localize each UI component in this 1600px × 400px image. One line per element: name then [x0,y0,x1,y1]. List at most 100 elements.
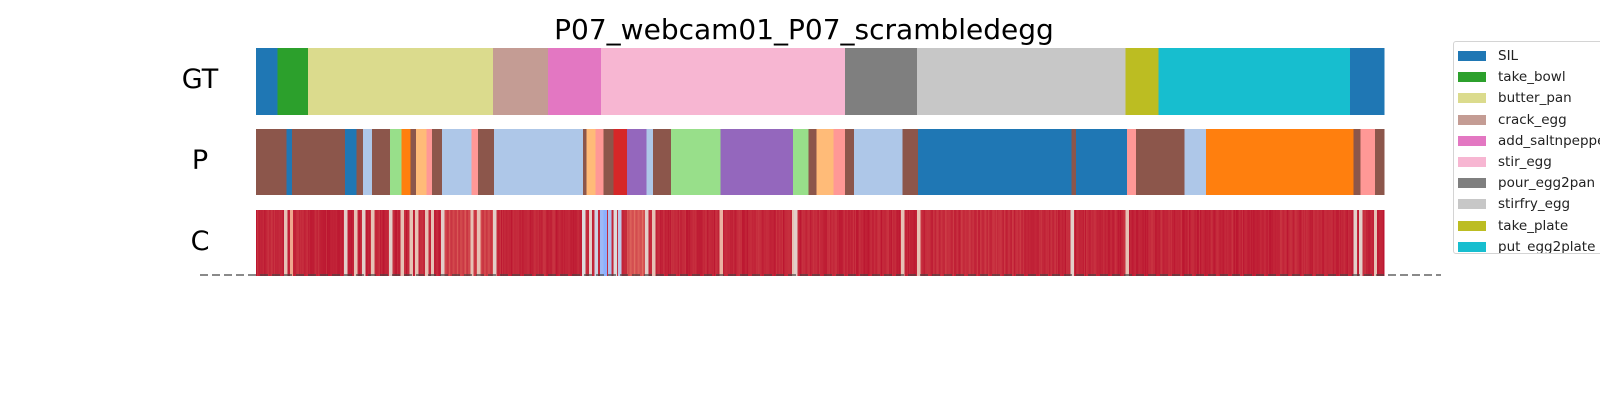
confidence-cell [305,210,308,276]
confidence-cell [836,210,839,276]
confidence-cell [337,210,339,276]
confidence-cell [845,210,848,276]
confidence-cell [473,210,476,276]
confidence-cell [438,210,441,276]
confidence-cell [1026,210,1028,276]
confidence-cell [1218,210,1220,276]
gt-segment-add_saltnpepper [548,48,602,115]
confidence-cell [1351,210,1353,276]
confidence-cell [858,210,860,276]
confidence-cell [898,210,901,276]
confidence-cell [671,210,673,276]
confidence-cell [387,210,390,276]
confidence-cell [1204,210,1207,276]
confidence-cell [922,210,925,276]
confidence-cell [1006,210,1008,276]
prediction-segment [431,129,443,195]
confidence-cell [1001,210,1004,276]
confidence-cell [1152,210,1155,276]
confidence-cell [1080,210,1082,276]
legend-item: take_plate [1458,216,1568,236]
confidence-cell [415,210,417,276]
confidence-cell [576,210,578,276]
confidence-cell [706,210,708,276]
confidence-cell [770,210,772,276]
confidence-cell [1341,210,1343,276]
confidence-cell [416,210,418,276]
confidence-cell [870,210,873,276]
prediction-segment [442,129,472,195]
confidence-cell [929,210,931,276]
prediction-segment [426,129,433,195]
confidence-cell [806,210,808,276]
confidence-cell [507,210,509,276]
confidence-cell [597,210,600,276]
confidence-cell [1206,210,1209,276]
confidence-cell [433,210,435,276]
confidence-cell [422,210,425,276]
confidence-cell [1077,210,1079,276]
confidence-cell [777,210,779,276]
confidence-cell [1244,210,1246,276]
prediction-segment [1353,129,1361,195]
prediction-segment [416,129,427,195]
gt-segment-take_plate [1125,48,1159,115]
confidence-cell [540,210,542,276]
confidence-cell [1238,210,1240,276]
confidence-cell [356,210,358,276]
confidence-cell [1000,210,1002,276]
confidence-cell [1319,210,1322,276]
confidence-cell [353,210,355,276]
prediction-row [256,129,1385,195]
confidence-cell [702,210,705,276]
confidence-cell [336,210,338,276]
chart-title: P07_webcam01_P07_scrambledegg [554,13,1054,46]
confidence-cell [1132,210,1134,276]
confidence-cell [333,210,336,276]
confidence-cell [824,210,826,276]
confidence-cell [303,210,305,276]
prediction-segment [1071,129,1077,195]
confidence-cell [1133,210,1136,276]
confidence-cell [1182,210,1184,276]
confidence-cell [462,210,464,276]
confidence-cell [630,210,632,276]
prediction-segment [808,129,818,195]
confidence-cell [859,210,861,276]
confidence-cell [1027,210,1029,276]
confidence-cell [572,210,575,276]
confidence-cell [1365,210,1368,276]
confidence-cell [372,210,374,276]
confidence-cell [340,210,343,276]
confidence-cell [484,210,487,276]
confidence-cell [1024,210,1026,276]
confidence-cell [799,210,802,276]
confidence-cell [268,210,270,276]
confidence-cell [904,210,907,276]
confidence-cell [296,210,299,276]
confidence-cell [697,210,699,276]
confidence-cell [926,210,928,276]
confidence-cell [954,210,956,276]
confidence-cell [755,210,758,276]
confidence-cell [1063,210,1066,276]
confidence-cell [930,210,932,276]
confidence-cell [1083,210,1086,276]
confidence-cell [897,210,900,276]
confidence-cell [722,210,725,276]
confidence-cell [411,210,414,276]
confidence-cell [681,210,683,276]
confidence-cell [383,210,385,276]
confidence-cell [732,210,734,276]
confidence-cell [1078,210,1080,276]
confidence-cell [314,210,317,276]
confidence-cell [735,210,737,276]
confidence-cell [1253,210,1255,276]
confidence-cell [655,210,657,276]
confidence-cell [1021,210,1024,276]
confidence-cell [1096,210,1098,276]
confidence-cell [860,210,863,276]
confidence-cell [509,210,512,276]
confidence-cell [1114,210,1116,276]
legend-swatch [1458,135,1486,146]
